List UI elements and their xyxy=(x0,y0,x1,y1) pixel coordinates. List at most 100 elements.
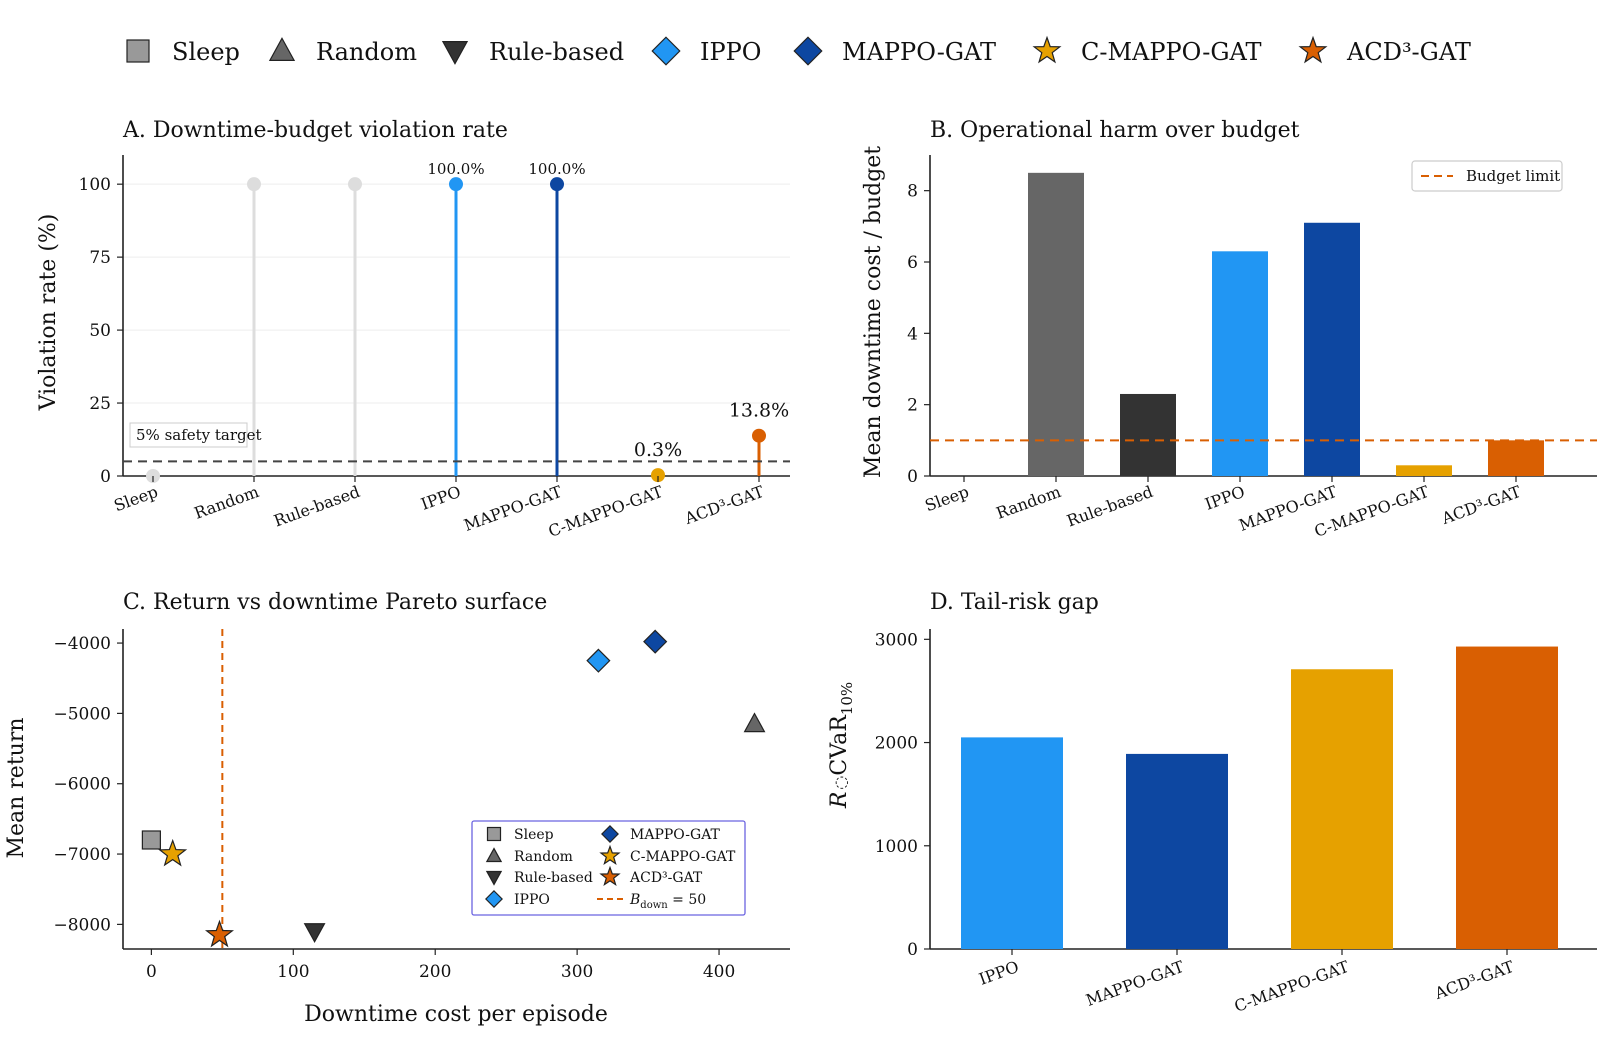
panel-c-legend-swatch-ippo xyxy=(485,890,503,908)
panel-c-point-ippo xyxy=(586,648,611,673)
panel-b-legend-box xyxy=(1411,160,1563,192)
panel-c-title: C. Return vs downtime Pareto surface xyxy=(123,590,547,615)
panel-a-dot-ippo xyxy=(449,177,463,192)
panel-d-ylabel-mid: CVaR xyxy=(827,714,852,776)
panel-a-value-label-ippo: 100.0% xyxy=(427,160,484,178)
diamond-icon xyxy=(793,36,823,66)
panel-d-xtick-label-ippo: IPPO xyxy=(976,957,1021,989)
legend-label-mappo-gat: MAPPO-GAT xyxy=(842,38,996,66)
panel-a-dot-random xyxy=(247,177,261,192)
panel-b-bar-mappo-gat xyxy=(1304,222,1360,476)
panel-c-legend-swatch-mappo-gat xyxy=(601,825,619,843)
panel-a-safety-target-label: 5% safety target xyxy=(136,426,262,444)
panel-b-xtick-label-sleep: Sleep xyxy=(922,482,971,515)
panel-c-legend-label-mappo-gat: MAPPO-GAT xyxy=(630,827,721,843)
panel-c-legend-swatch-rule-based xyxy=(485,870,503,886)
panel-d-ytick-label: 0 xyxy=(907,940,918,960)
panel-a-dot-rule-based xyxy=(348,177,362,192)
panel-d-ylabel-main: R xyxy=(827,792,852,810)
panel-b-ytick-label: 6 xyxy=(907,253,918,273)
panel-c-ytick-label: −5000 xyxy=(53,704,111,724)
panel-a-dot-c-mappo-gat xyxy=(651,468,665,483)
legend-label-sleep: Sleep xyxy=(172,38,240,66)
panel-d-ytick-label: 3000 xyxy=(875,630,918,650)
panel-c-legend-label-acd-gat: ACD³-GAT xyxy=(629,870,703,886)
panel-b-bar-rule-based xyxy=(1120,393,1176,476)
panel-a-ytick-label: 100 xyxy=(79,175,111,195)
legend-label-c-mappo-gat: C-MAPPO-GAT xyxy=(1081,38,1262,66)
panel-b-title: B. Operational harm over budget xyxy=(930,118,1300,143)
panel-a-xtick-label-ippo: IPPO xyxy=(418,482,463,514)
panel-c-xtick-label: 0 xyxy=(146,962,157,982)
panel-d: D. Tail-risk gap R ◌CVaR10% 0 1000 2000 3000… xyxy=(827,590,1597,1016)
panel-c-ylabel: Mean return xyxy=(4,717,29,858)
panel-a-value-label-c-mappo-gat: 0.3% xyxy=(634,439,682,461)
panel-b-ytick-label: 0 xyxy=(907,467,918,487)
panel-d-ylabel-sub: 10% xyxy=(838,682,856,715)
panel-c-legend-label-ippo: IPPO xyxy=(514,892,550,908)
panel-c-ytick-label: −7000 xyxy=(53,845,111,865)
ring-icon: ◌ xyxy=(831,776,850,790)
panel-c-ytick-label: −6000 xyxy=(53,775,111,795)
panel-a-ytick-label: 75 xyxy=(89,248,111,268)
panel-c-legend-swatch-c-mappo-gat xyxy=(599,844,621,866)
panel-c-point-random xyxy=(743,712,766,733)
panel-b-bar-ippo xyxy=(1212,251,1268,476)
panel-a-ytick-label: 50 xyxy=(89,321,111,341)
panel-c-legend-box xyxy=(471,820,746,916)
panel-b-bar-random xyxy=(1028,172,1084,477)
panel-c-xtick-label: 200 xyxy=(419,962,451,982)
panel-a-xtick-label-c-mappo-gat: C-MAPPO-GAT xyxy=(546,482,666,541)
panel-b-legend-label: Budget limit xyxy=(1466,167,1560,185)
panel-c-legend: Sleep Random Rule-based IPPO MAPPO-GAT C-MAPP… xyxy=(471,820,746,916)
panel-c-point-sleep xyxy=(141,830,161,850)
panel-b: B. Operational harm over budget Mean dow… xyxy=(861,118,1597,541)
panel-d-ytick-label: 2000 xyxy=(875,734,918,754)
panel-b-xtick-label-random: Random xyxy=(994,482,1064,523)
panel-c-legend-budget-symbol: B xyxy=(629,892,640,908)
panel-d-bar-acd-gat xyxy=(1456,646,1558,949)
panel-b-xtick-label-acd-gat: ACD³-GAT xyxy=(1438,482,1523,529)
panel-a-dot-mappo-gat xyxy=(550,177,564,192)
panel-d-bar-ippo xyxy=(961,737,1063,949)
panel-c-point-acd-gat xyxy=(204,919,235,948)
panel-a-ytick-label: 25 xyxy=(89,394,111,414)
panel-a-dot-acd-gat xyxy=(752,428,766,443)
panel-b-ylabel: Mean downtime cost / budget xyxy=(861,146,886,478)
diamond-icon xyxy=(651,36,681,66)
panel-c-xtick-label: 100 xyxy=(277,962,309,982)
star-icon xyxy=(1298,35,1328,64)
panel-c-legend-budget-sub: down xyxy=(640,900,668,911)
legend-label-ippo: IPPO xyxy=(700,38,761,66)
panel-a-xtick-label-acd-gat: ACD³-GAT xyxy=(681,482,766,529)
panel-c: C. Return vs downtime Pareto surface Mea… xyxy=(4,590,790,1027)
panel-a: A. Downtime-budget violation rate Violat… xyxy=(36,118,790,541)
panel-a-xtick-label-random: Random xyxy=(192,482,262,523)
panel-d-title: D. Tail-risk gap xyxy=(930,590,1099,615)
panel-c-ytick-label: −4000 xyxy=(53,634,111,654)
panel-c-ytick-label: −8000 xyxy=(53,915,111,935)
panel-b-ytick-label: 4 xyxy=(907,324,918,344)
panel-a-title: A. Downtime-budget violation rate xyxy=(122,118,508,143)
panel-c-legend-swatch-sleep xyxy=(486,826,502,842)
panel-c-legend-swatch-acd-gat xyxy=(599,865,621,887)
panel-a-xtick-label-rule-based: Rule-based xyxy=(271,482,362,531)
panel-a-safety-target-box xyxy=(129,422,248,448)
panel-c-legend-swatch-random xyxy=(485,847,503,863)
panel-a-xtick-label-sleep: Sleep xyxy=(111,482,160,515)
panel-c-point-rule-based xyxy=(303,923,326,944)
panel-d-xtick-label-c-mappo-gat: C-MAPPO-GAT xyxy=(1232,957,1352,1016)
panel-c-legend-label-budget: Bdown = 50 xyxy=(629,892,706,911)
panel-c-point-c-mappo-gat xyxy=(158,838,188,867)
panel-c-xtick-label: 300 xyxy=(561,962,593,982)
panel-d-ylabel: R ◌CVaR10% xyxy=(827,682,856,809)
panel-b-bar-acd-gat xyxy=(1488,440,1544,476)
top-legend: Sleep Random Rule-based IPPO MAPPO-GAT C-MAPP… xyxy=(126,35,1471,66)
panel-d-ytick-label: 1000 xyxy=(875,837,918,857)
panel-c-legend-label-rule-based: Rule-based xyxy=(514,870,593,886)
panel-b-xtick-label-rule-based: Rule-based xyxy=(1064,482,1155,531)
legend-label-random: Random xyxy=(316,38,417,66)
panel-b-bar-c-mappo-gat xyxy=(1396,465,1452,476)
panel-c-xlabel: Downtime cost per episode xyxy=(304,1002,608,1027)
